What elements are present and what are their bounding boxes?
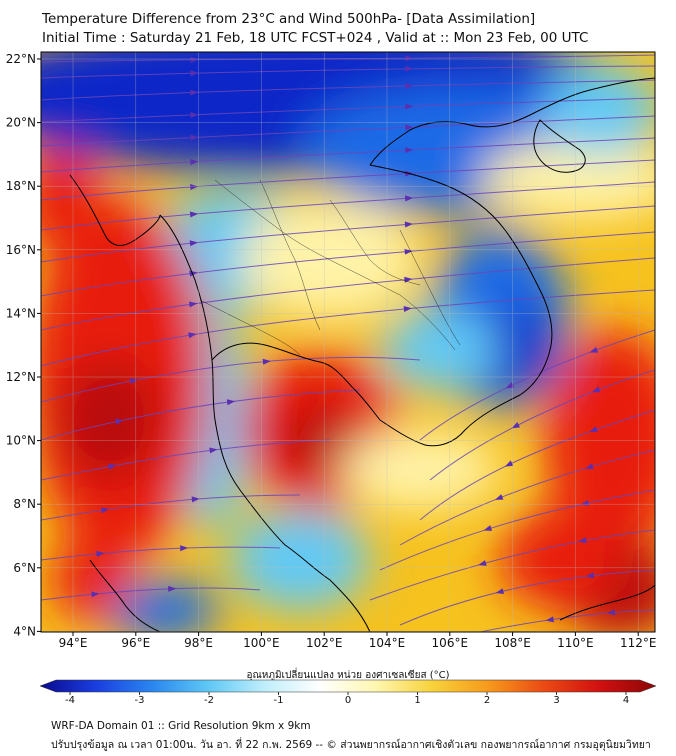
wind-arrow-icon bbox=[190, 112, 199, 119]
colorbar-tick-label: 0 bbox=[345, 695, 351, 706]
wind-arrow-icon bbox=[405, 147, 414, 154]
wind-arrow-icon bbox=[589, 426, 598, 433]
wind-arrow-icon bbox=[262, 358, 271, 365]
lat-tick-label: 18°N bbox=[6, 179, 36, 193]
wind-arrow-icon bbox=[115, 418, 124, 425]
wind-arrow-icon bbox=[189, 211, 199, 218]
lon-tick-label: 100°E bbox=[243, 636, 280, 650]
colorbar-tick-label: 4 bbox=[623, 695, 629, 706]
lon-tick-label: 94°E bbox=[59, 636, 88, 650]
colorbar-title: อุณหภูมิเปลี่ยนแปลง หน่วย องศาเซลเซียส (… bbox=[246, 667, 449, 681]
colorbar-tick-label: -3 bbox=[135, 695, 145, 706]
lon-tick-label: 104°E bbox=[369, 636, 406, 650]
lon-tick-label: 102°E bbox=[306, 636, 343, 650]
footer-grid-info: WRF-DA Domain 01 :: Grid Resolution 9km … bbox=[51, 720, 311, 732]
colorbar-tick-label: -2 bbox=[204, 695, 214, 706]
wind-arrow-icon bbox=[404, 195, 414, 202]
wind-arrow-icon bbox=[100, 507, 110, 514]
wind-arrows bbox=[91, 55, 616, 623]
colorbar-tick-label: -4 bbox=[65, 695, 75, 706]
wind-arrow-icon bbox=[404, 248, 413, 255]
wind-arrow-icon bbox=[108, 463, 117, 470]
lat-tick-label: 22°N bbox=[6, 52, 36, 66]
wind-arrow-icon bbox=[511, 422, 521, 429]
wind-arrow-icon bbox=[405, 65, 414, 72]
wind-arrow-icon bbox=[591, 386, 601, 393]
wind-arrow-icon bbox=[495, 588, 505, 595]
wind-streamlines bbox=[41, 54, 655, 632]
lon-tick-label: 108°E bbox=[494, 636, 531, 650]
wind-arrow-icon bbox=[478, 560, 487, 566]
temperature-field bbox=[41, 52, 655, 632]
wind-arrow-icon bbox=[578, 537, 587, 544]
lat-tick-label: 10°N bbox=[6, 434, 36, 448]
colorbar-ticks: -4 -3 -2 -1 0 1 2 3 4 bbox=[65, 692, 629, 706]
lon-tick-label: 110°E bbox=[557, 636, 594, 650]
wind-arrow-icon bbox=[403, 305, 412, 312]
lat-tick-label: 12°N bbox=[6, 370, 36, 384]
lat-tick-label: 8°N bbox=[13, 497, 36, 511]
wind-arrow-icon bbox=[405, 82, 414, 89]
wind-arrow-icon bbox=[190, 184, 199, 191]
chart-subtitle: Initial Time : Saturday 21 Feb, 18 UTC F… bbox=[42, 30, 589, 46]
wind-arrow-icon bbox=[504, 460, 514, 467]
wind-arrow-icon bbox=[494, 494, 504, 500]
colorbar-tick-label: 2 bbox=[484, 695, 490, 706]
lat-tick-label: 16°N bbox=[6, 243, 36, 257]
wind-arrow-icon bbox=[405, 55, 414, 62]
lon-tick-label: 106°E bbox=[432, 636, 469, 650]
wind-arrow-icon bbox=[188, 332, 197, 339]
wind-arrow-icon bbox=[585, 572, 595, 579]
lon-tick-label: 112°E bbox=[620, 636, 657, 650]
lat-tick-label: 20°N bbox=[6, 116, 36, 130]
wind-arrow-icon bbox=[589, 346, 599, 353]
wind-arrow-icon bbox=[190, 89, 199, 96]
wind-arrow-icon bbox=[545, 616, 554, 623]
wind-arrow-icon bbox=[190, 70, 199, 77]
lat-tick-label: 6°N bbox=[13, 561, 36, 575]
graticule bbox=[41, 52, 655, 632]
wind-arrow-icon bbox=[585, 463, 594, 470]
wind-arrow-icon bbox=[226, 399, 236, 406]
wind-arrow-icon bbox=[209, 447, 218, 454]
wind-arrow-icon bbox=[405, 124, 414, 131]
coastlines bbox=[69, 77, 655, 632]
colorbar-tick-label: -1 bbox=[274, 695, 284, 706]
longitude-axis: 94°E 96°E 98°E 100°E 102°E 104°E 106°E 108°E 110… bbox=[59, 632, 657, 650]
wind-arrow-icon bbox=[129, 378, 139, 385]
wind-arrow-icon bbox=[91, 591, 100, 598]
wind-arrow-icon bbox=[606, 609, 616, 616]
borders bbox=[199, 179, 461, 356]
wind-arrow-icon bbox=[191, 496, 200, 503]
latitude-axis: 22°N 20°N 18°N 16°N 14°N 12°N 10°N 8°N 6°N 4°N bbox=[6, 52, 41, 638]
wind-arrow-icon bbox=[189, 301, 198, 308]
wind-arrow-icon bbox=[190, 56, 199, 63]
lat-tick-label: 14°N bbox=[6, 306, 36, 320]
wind-arrow-icon bbox=[168, 585, 177, 592]
colorbar-tick-label: 3 bbox=[553, 695, 559, 706]
wind-arrow-icon bbox=[483, 525, 493, 531]
wind-arrow-icon bbox=[96, 550, 105, 557]
colorbar bbox=[39, 679, 657, 693]
lat-tick-label: 4°N bbox=[13, 624, 36, 638]
wind-arrow-icon bbox=[189, 240, 198, 247]
wind-arrow-icon bbox=[405, 103, 414, 110]
chart-title: Temperature Difference from 23°C and Win… bbox=[42, 11, 536, 27]
wind-arrow-icon bbox=[190, 158, 199, 165]
footer-credit: ปรับปรุงข้อมูล ณ เวลา 01:00น. วัน อา. ที… bbox=[51, 739, 651, 751]
lon-tick-label: 96°E bbox=[121, 636, 150, 650]
wind-arrow-icon bbox=[505, 382, 515, 389]
wind-arrow-icon bbox=[190, 134, 199, 141]
colorbar-tick-label: 1 bbox=[414, 695, 420, 706]
lon-tick-label: 98°E bbox=[184, 636, 213, 650]
wind-arrow-icon bbox=[404, 221, 413, 228]
wind-arrow-icon bbox=[180, 545, 189, 552]
map-frame bbox=[40, 51, 656, 633]
